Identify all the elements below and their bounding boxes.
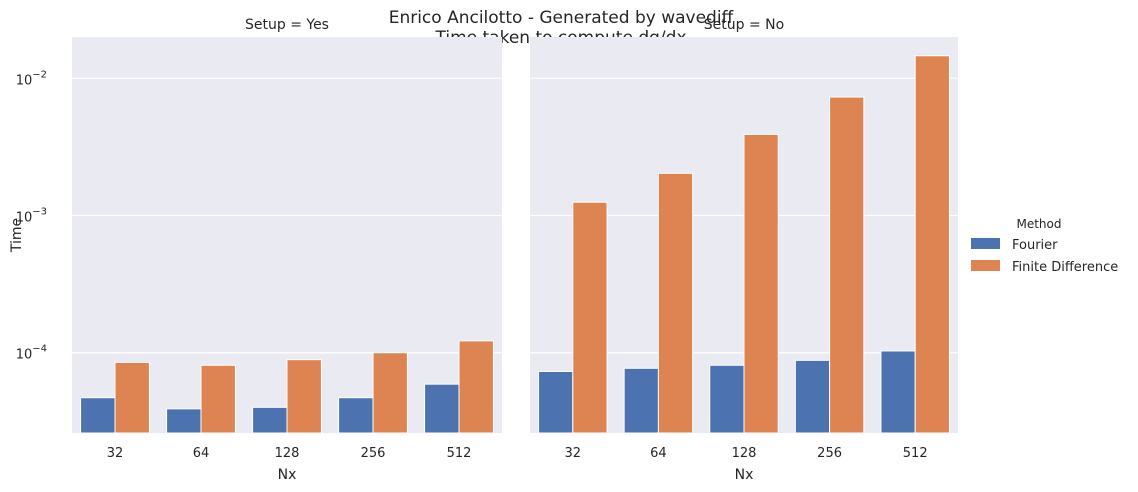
bar (572, 201, 608, 434)
legend-entry-label: Finite Difference (1012, 260, 1118, 275)
bar (914, 55, 950, 434)
legend-swatch (971, 260, 1000, 271)
x-tick-label: 64 (193, 446, 210, 461)
bar (623, 367, 659, 434)
x-axis-label: Nx (278, 467, 297, 483)
legend-swatch (971, 238, 1000, 249)
bar (80, 397, 116, 434)
x-tick-label: 32 (107, 446, 124, 461)
bar (372, 352, 408, 434)
x-tick-label: 512 (447, 446, 472, 461)
bar (458, 340, 494, 434)
facet-panel: Setup = No 32 64 128 256 512 Nx (530, 17, 958, 483)
bar (252, 406, 288, 434)
y-tick-label: 10−4 (16, 344, 47, 363)
x-tick-label: 32 (565, 446, 582, 461)
legend-title: Method (1016, 217, 1061, 231)
x-tick-label: 64 (650, 446, 667, 461)
y-tick-label: 10−3 (16, 207, 47, 226)
x-tick-label: 512 (903, 446, 928, 461)
bar (286, 359, 322, 434)
bar (114, 361, 150, 434)
bar (166, 408, 202, 434)
x-tick-label: 256 (817, 446, 842, 461)
bar (829, 96, 865, 434)
bar (794, 359, 831, 434)
bar (657, 172, 694, 434)
x-axis-label: Nx (735, 467, 754, 483)
bar (424, 383, 460, 434)
x-tick-label: 128 (275, 446, 300, 461)
bar (709, 364, 745, 434)
legend-entry-label: Fourier (1012, 238, 1058, 253)
facet-title: Setup = No (704, 17, 784, 33)
y-axis-label: Time (9, 218, 25, 253)
chart-title-line: Enrico Ancilotto - Generated by wavediff (389, 8, 735, 28)
facet-title: Setup = Yes (245, 17, 329, 33)
legend: Method Fourier Finite Difference (971, 217, 1118, 275)
x-tick-label: 256 (361, 446, 386, 461)
bar (338, 397, 374, 434)
bar (538, 370, 574, 434)
bar (880, 350, 916, 434)
bar (200, 364, 236, 434)
bar (743, 133, 779, 434)
facet-panel: Setup = Yes 32 64 128 256 512 Nx 10−4 10−3 10−2 (16, 17, 502, 483)
y-tick-label: 10−2 (16, 69, 47, 88)
x-tick-label: 128 (732, 446, 757, 461)
